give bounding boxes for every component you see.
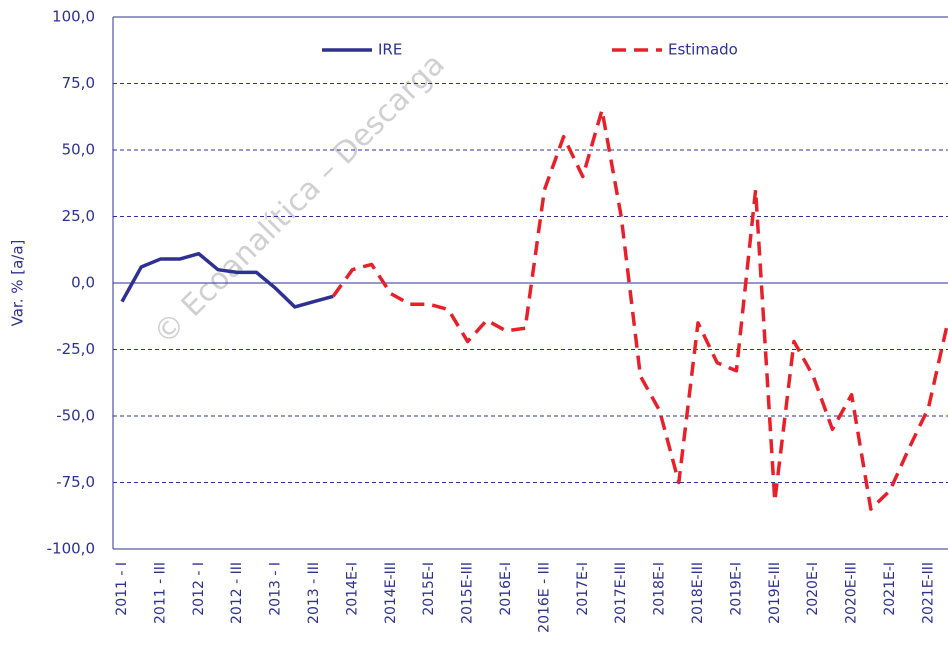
x-tick-label: 2017E-I [575,562,591,616]
y-tick-label: 75,0 [62,74,95,92]
legend-label: IRE [378,41,402,59]
line-series [331,108,948,511]
legend-label: Estimado [668,41,738,59]
line-series [120,251,334,309]
y-tick-label: -25,0 [56,340,95,358]
x-tick-label: 2014E-III [383,562,399,624]
y-tick-label: -50,0 [56,407,95,425]
x-tick-label: 2021E-I [882,562,898,616]
x-tick-label: 2016E-I [498,562,514,616]
y-tick-label: 0,0 [71,274,95,292]
x-tick-label: 2014E-I [344,562,360,616]
x-tick-label: 2019E-III [767,562,783,624]
x-tick-label: 2021E-III [920,562,936,624]
x-tick-label: 2012 - III [229,562,245,624]
x-tick-label: 2018E-I [652,562,668,616]
y-tick-label: -100,0 [47,540,95,558]
x-tick-label: 2018E-III [690,562,706,624]
x-tick-label: 2020E-I [805,562,821,616]
x-tick-label: 2020E-III [844,562,860,624]
y-tick-label: -75,0 [56,473,95,491]
x-tick-label: 2011 - I [114,562,130,616]
y-tick-label: 25,0 [62,207,95,225]
x-tick-label: 2016E - III [536,562,552,633]
x-tick-label: 2019E-I [728,562,744,616]
y-tick-label: 50,0 [62,141,95,159]
x-tick-label: 2012 - I [191,562,207,616]
x-tick-label: 2011 - III [152,562,168,624]
x-tick-label: 2015E-III [460,562,476,624]
x-tick-label: 2017E-III [613,562,629,624]
y-axis-label: Var. % [a/a] [9,240,27,327]
x-tick-label: 2013 - III [306,562,322,624]
x-tick-label: 2015E-I [421,562,437,616]
y-tick-label: 100,0 [52,8,95,26]
x-tick-label: 2013 - I [268,562,284,616]
